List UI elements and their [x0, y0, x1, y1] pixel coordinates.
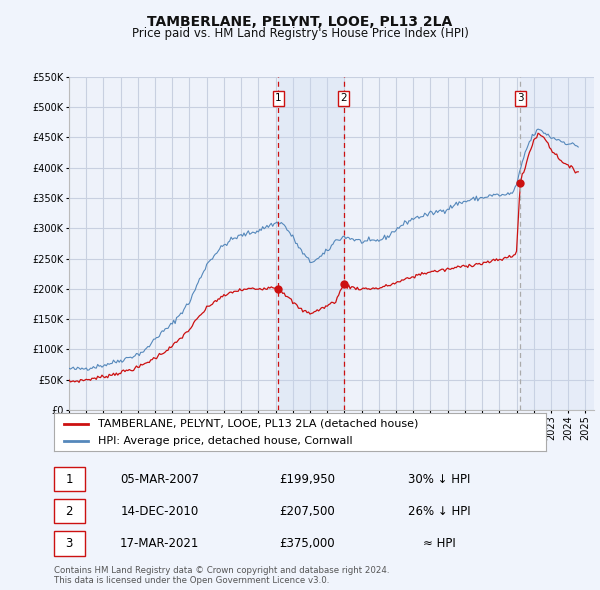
Text: 1: 1	[275, 93, 282, 103]
Text: £199,950: £199,950	[280, 473, 335, 486]
FancyBboxPatch shape	[54, 532, 85, 556]
Text: TAMBERLANE, PELYNT, LOOE, PL13 2LA: TAMBERLANE, PELYNT, LOOE, PL13 2LA	[148, 15, 452, 29]
Text: TAMBERLANE, PELYNT, LOOE, PL13 2LA (detached house): TAMBERLANE, PELYNT, LOOE, PL13 2LA (deta…	[98, 419, 419, 429]
Text: 2: 2	[65, 505, 73, 518]
Text: 17-MAR-2021: 17-MAR-2021	[120, 537, 199, 550]
Text: 2: 2	[340, 93, 347, 103]
Text: Contains HM Land Registry data © Crown copyright and database right 2024.
This d: Contains HM Land Registry data © Crown c…	[54, 566, 389, 585]
Text: HPI: Average price, detached house, Cornwall: HPI: Average price, detached house, Corn…	[98, 435, 353, 445]
Text: ≈ HPI: ≈ HPI	[423, 537, 456, 550]
Text: 26% ↓ HPI: 26% ↓ HPI	[408, 505, 471, 518]
Text: £207,500: £207,500	[280, 505, 335, 518]
FancyBboxPatch shape	[54, 499, 85, 523]
Bar	[520, 77, 594, 410]
Text: 3: 3	[517, 93, 523, 103]
Text: 3: 3	[65, 537, 73, 550]
Text: 14-DEC-2010: 14-DEC-2010	[121, 505, 199, 518]
Bar	[278, 77, 344, 410]
Text: £375,000: £375,000	[280, 537, 335, 550]
Text: 1: 1	[65, 473, 73, 486]
Text: 30% ↓ HPI: 30% ↓ HPI	[408, 473, 470, 486]
FancyBboxPatch shape	[54, 467, 85, 491]
Text: 05-MAR-2007: 05-MAR-2007	[120, 473, 199, 486]
Text: Price paid vs. HM Land Registry's House Price Index (HPI): Price paid vs. HM Land Registry's House …	[131, 27, 469, 40]
